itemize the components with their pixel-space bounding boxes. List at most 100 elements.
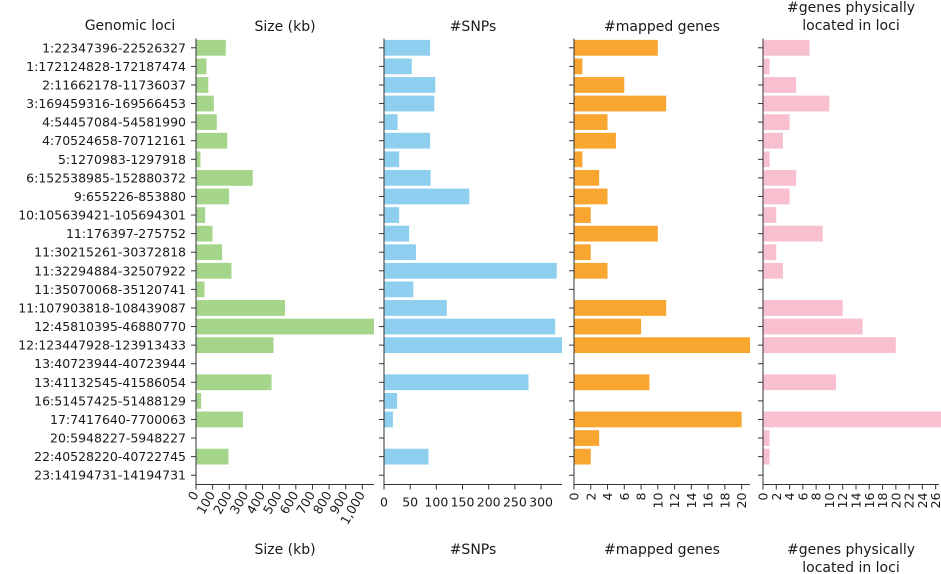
x-tick-label: 6 [795,492,810,500]
x-axis-label: Size (kb) [254,542,315,558]
bar [574,39,658,56]
locus-label: 12:123447928-123913433 [18,338,186,353]
bar [574,225,658,242]
x-tick-label: 18 [717,492,732,508]
x-tick-label: 0 [380,495,388,510]
bar [384,95,435,112]
bar [196,244,223,261]
bar [196,95,214,112]
bar [763,58,770,75]
bar [384,225,410,242]
locus-label: 23:14194731-14194731 [34,468,186,483]
x-tick-label: 10 [650,492,665,508]
bar [763,448,770,465]
bar [196,281,205,298]
category-header: Genomic loci [85,18,176,34]
x-tick-label: 6 [617,492,632,500]
locus-label: 16:51457425-51488129 [34,393,186,408]
locus-label: 3:169459316-169566453 [26,96,186,111]
bar [196,169,253,186]
bar [384,132,431,149]
bar [384,244,416,261]
bar [384,151,400,168]
bar [763,318,863,335]
locus-label: 2:11662178-11736037 [42,77,186,92]
bar [196,207,206,223]
bar [574,151,583,168]
bar [196,374,272,391]
bar [574,374,650,391]
locus-label: 4:54457084-54581990 [42,115,186,130]
bar [196,318,374,335]
panel-title: #SNPs [450,19,497,35]
bar [384,262,557,279]
panel-title: #mapped genes [604,19,720,35]
bar [384,337,562,354]
bar [384,374,529,391]
bar [384,281,414,298]
bar [196,151,201,168]
bar [196,114,217,131]
locus-label: 11:35070068-35120741 [34,282,186,297]
bar [196,448,229,465]
bar [574,430,600,446]
bar [196,337,274,354]
panel-snps: 0 50 100 150 200 250 300 #SNPs #SNPs [379,19,562,558]
x-tick-label: 4 [782,492,797,500]
panel-title: #genes physically located in loci [787,0,915,34]
x-tick-label: 8 [809,492,824,500]
locus-label: 4:70524658-70712161 [42,133,186,148]
bar [763,151,770,168]
x-tick-label: 150 [451,495,475,510]
x-tick-label: 0 [567,492,582,500]
x-axis-label: #mapped genes [604,542,720,558]
bar [196,77,209,93]
bar [574,114,608,131]
x-tick-label: 200 [477,495,501,510]
bar [384,318,556,335]
locus-label: 22:40528220-40722745 [34,449,186,464]
locus-label: 5:1270983-1297918 [58,152,186,167]
bar [574,411,742,428]
bar [574,318,642,335]
locus-label: 11:107903818-108439087 [18,300,186,315]
x-tick-label: 16 [701,492,716,508]
bar [574,207,591,223]
locus-label: 20:5948227-5948227 [50,431,186,446]
x-tick-label: 2 [769,493,784,501]
bar [763,114,790,131]
bar [384,77,436,93]
x-tick-label: 12 [667,493,682,509]
bar [574,448,591,465]
x-tick-label: 250 [503,495,527,510]
locus-label: 9:655226-853880 [74,189,186,204]
locus-label: 11:30215261-30372818 [34,245,186,260]
locus-label: 6:152538985-152880372 [26,170,186,185]
bar [574,262,608,279]
x-tick-label: 20 [734,492,749,508]
locus-label: 13:41132545-41586054 [34,375,186,390]
x-tick-label: 8 [634,492,649,500]
locus-label: 12:45810395-46880770 [34,319,186,334]
x-tick-label: 2 [583,493,598,501]
bar [574,132,616,149]
locus-label: 11:32294884-32507922 [34,263,186,278]
x-tick-label: 10 [822,492,837,508]
locus-label: 1:172124828-172187474 [26,59,186,74]
bar [763,411,941,428]
bar [384,207,400,223]
bar [574,300,667,316]
bar [574,244,591,261]
locus-label: 10:105639421-105694301 [18,208,186,223]
panel-mapped-genes: 0 2 4 6 8 10 12 14 16 18 20 #mapped genes #mapped ge… [567,19,750,558]
x-tick-label: 16 [862,492,877,508]
bar [763,188,790,205]
x-tick-label: 24 [915,492,930,508]
bar [384,39,431,56]
x-tick-label: 100 [424,495,448,510]
bar [574,95,667,112]
bar [384,411,393,428]
bar [763,225,823,242]
bar [196,392,202,409]
